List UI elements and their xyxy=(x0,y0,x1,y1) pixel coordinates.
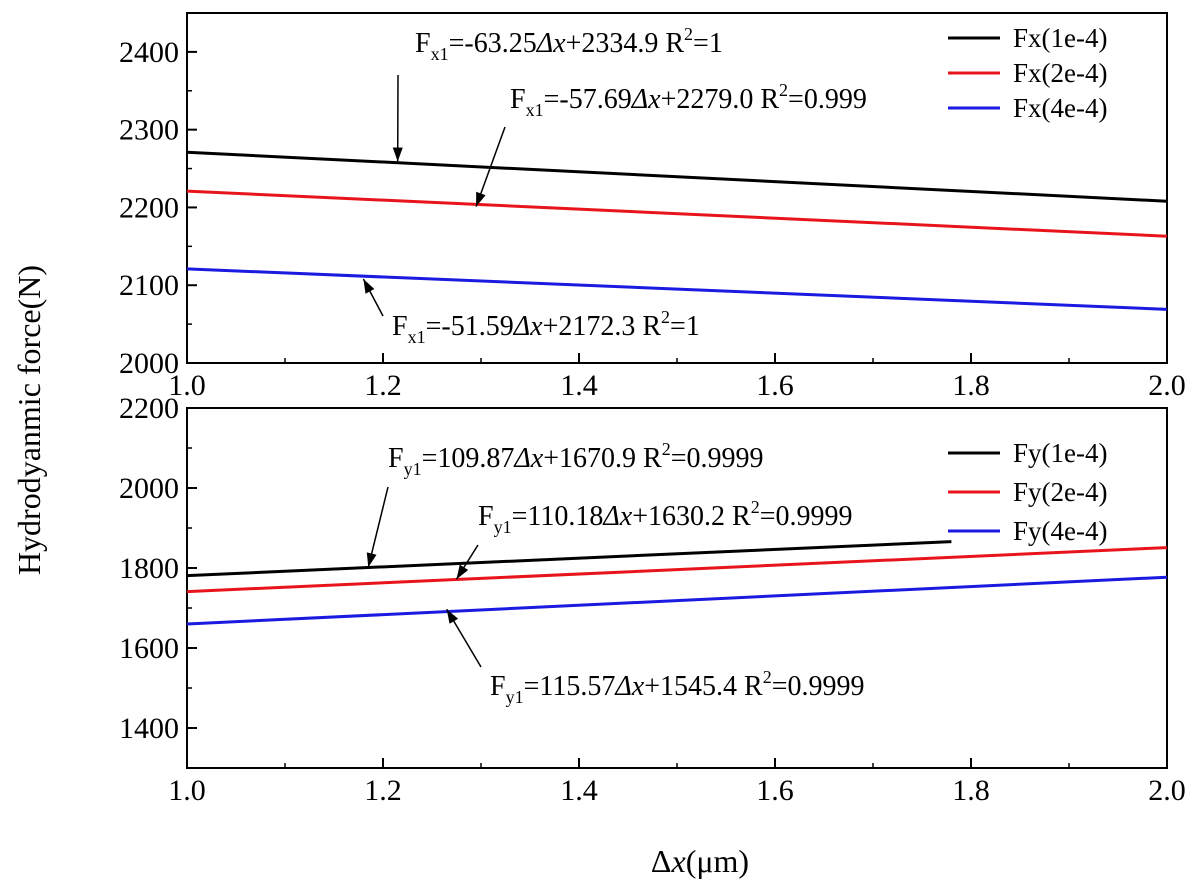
y-tick-label: 1800 xyxy=(119,552,179,585)
equation-annotation: Fx1=-57.69Δx+2279.0 R2=0.999 xyxy=(510,80,867,120)
x-tick-label: 1.0 xyxy=(168,774,206,807)
y-tick-label: 2000 xyxy=(119,472,179,505)
legend-label: Fx(1e-4) xyxy=(1013,23,1107,53)
annotation-arrow xyxy=(475,126,506,207)
series-line-3 xyxy=(186,575,1168,626)
series-line-2 xyxy=(186,546,1168,594)
series-line-1 xyxy=(186,540,952,578)
annotation-arrowhead xyxy=(456,564,469,580)
x-tick-label: 1.8 xyxy=(952,369,990,402)
series-line-1 xyxy=(186,150,1168,203)
x-tick-label: 2.0 xyxy=(1148,774,1186,807)
y-tick-label: 2400 xyxy=(119,36,179,69)
x-tick-label: 1.8 xyxy=(952,774,990,807)
y-tick-label: 2300 xyxy=(119,114,179,147)
x-tick-label: 1.6 xyxy=(756,774,794,807)
equation-annotation: Fy1=110.18Δx+1630.2 R2=0.9999 xyxy=(478,497,852,537)
x-tick-label: 1.4 xyxy=(560,369,598,402)
series-line-2 xyxy=(186,189,1168,238)
annotation-arrowhead xyxy=(446,609,459,624)
legend-label: Fx(4e-4) xyxy=(1013,93,1107,123)
annotation-arrowhead xyxy=(392,147,403,162)
y-tick-label: 2000 xyxy=(119,347,179,380)
x-axis-label-var: x xyxy=(671,843,686,879)
panel-bottom: 1400 1600 1800 2000 2200 1.0 1.2 1.4 1.6 1.8 2.0 Fy… xyxy=(119,392,1186,807)
x-tick-label: 1.4 xyxy=(560,774,598,807)
panels: 2000 2100 2200 2300 2400 1.0 1.2 1.4 1.6 1.8 2.0 Fx… xyxy=(119,12,1186,807)
legend-label: Fx(2e-4) xyxy=(1013,58,1107,88)
equation-annotation: Fy1=115.57Δx+1545.4 R2=0.9999 xyxy=(490,667,864,707)
x-axis-label-prefix: Δ xyxy=(651,843,672,879)
legend-label: Fy(1e-4) xyxy=(1013,438,1107,468)
x-axis-label: Δx(μm) xyxy=(651,843,749,879)
series-line-3 xyxy=(186,267,1168,311)
equation-annotation: Fx1=-63.25Δx+2334.9 R2=1 xyxy=(415,24,723,64)
x-axis-label-unit: (μm) xyxy=(686,843,749,879)
x-tick-label: 1.6 xyxy=(756,369,794,402)
x-tick-label: 1.2 xyxy=(364,774,402,807)
y-axis-label: Hydrodyanmic force(N) xyxy=(11,265,47,575)
equation-annotation: Fy1=109.87Δx+1670.9 R2=0.9999 xyxy=(388,439,764,479)
x-tick-label: 1.0 xyxy=(168,369,206,402)
y-tick-label: 1400 xyxy=(119,712,179,745)
legend-label: Fy(2e-4) xyxy=(1013,477,1107,507)
y-tick-label: 2100 xyxy=(119,269,179,302)
x-tick-label: 2.0 xyxy=(1148,369,1186,402)
x-tick-label: 1.2 xyxy=(364,369,402,402)
y-tick-label: 1600 xyxy=(119,632,179,665)
panel-top: 2000 2100 2200 2300 2400 1.0 1.2 1.4 1.6 1.8 2.0 Fx… xyxy=(119,12,1186,402)
y-tick-label: 2200 xyxy=(119,392,179,425)
annotation-arrowhead xyxy=(476,191,486,207)
y-tick-label: 2200 xyxy=(119,191,179,224)
annotation-arrowhead xyxy=(366,552,377,568)
legend-label: Fy(4e-4) xyxy=(1013,516,1107,546)
annotation-arrowhead xyxy=(363,279,375,294)
equation-annotation: Fx1=-51.59Δx+2172.3 R2=1 xyxy=(392,307,700,347)
